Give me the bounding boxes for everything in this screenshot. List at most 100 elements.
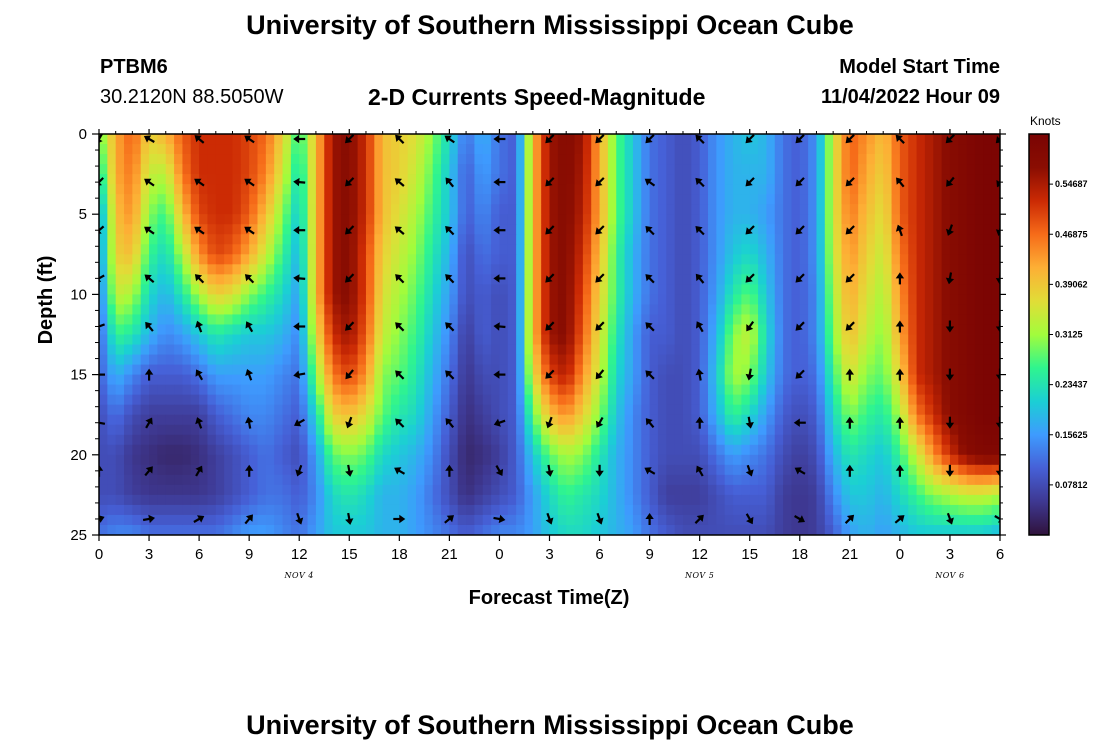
heat-cell <box>966 144 976 155</box>
heat-cell <box>474 344 484 356</box>
heat-cell <box>340 444 350 456</box>
heat-cell <box>549 344 559 356</box>
heat-cell <box>566 264 576 275</box>
current-arrow <box>445 226 455 236</box>
heat-cell <box>674 474 684 486</box>
heat-cell <box>974 244 984 255</box>
current-arrow <box>995 416 1000 429</box>
heat-cell <box>449 394 459 406</box>
heat-cell <box>457 524 467 535</box>
heat-cell <box>657 364 667 376</box>
heat-cell <box>307 394 317 406</box>
heat-cell <box>441 184 450 195</box>
heat-cell <box>282 324 292 336</box>
heat-cell <box>516 514 526 526</box>
heat-cell <box>841 154 851 165</box>
heat-cell <box>699 414 709 426</box>
heat-cell <box>824 294 834 306</box>
heat-cell <box>424 524 434 535</box>
heat-cell <box>891 294 901 306</box>
heat-cell <box>390 184 400 195</box>
heat-cell <box>449 474 459 486</box>
heat-cell <box>349 384 359 396</box>
heat-cell <box>140 194 150 205</box>
heat-cell <box>466 434 476 446</box>
heat-cell <box>340 164 350 175</box>
heat-cell <box>824 464 834 476</box>
heat-cell <box>240 224 250 235</box>
heat-cell <box>149 194 158 205</box>
heat-cell <box>749 164 759 175</box>
heat-cell <box>215 434 225 446</box>
heat-cell <box>482 514 492 526</box>
heat-cell <box>532 304 542 316</box>
heat-cell <box>457 284 467 296</box>
heat-cell <box>624 524 634 535</box>
heat-cell <box>933 244 943 255</box>
heat-cell <box>257 504 267 516</box>
heat-cell <box>908 184 918 195</box>
heat-cell <box>549 264 559 275</box>
heat-cell <box>157 314 167 326</box>
heat-cell <box>399 294 409 306</box>
heat-cell <box>182 504 192 516</box>
heat-cell <box>958 244 968 255</box>
x-tick-label: 0 <box>95 546 103 563</box>
heat-cell <box>124 404 133 416</box>
heat-cell <box>791 414 801 426</box>
heat-cell <box>924 274 934 285</box>
heat-cell <box>582 504 592 516</box>
heat-cell <box>649 414 659 426</box>
heat-cell <box>766 434 776 446</box>
heat-cell <box>107 374 117 386</box>
heat-cell <box>849 214 859 225</box>
heat-cell <box>824 304 834 316</box>
heat-cell <box>274 514 284 526</box>
heat-cell <box>691 364 701 376</box>
heat-cell <box>749 354 759 366</box>
heat-cell <box>866 424 876 436</box>
heat-cell <box>299 314 309 326</box>
heat-cell <box>716 424 726 436</box>
heat-cell <box>140 484 150 496</box>
heat-cell <box>224 194 234 205</box>
heat-cell <box>466 464 476 476</box>
heat-cell <box>491 504 501 516</box>
heat-cell <box>374 234 384 245</box>
heat-cell <box>766 384 776 396</box>
heat-cell <box>382 224 392 235</box>
heat-cell <box>432 404 442 416</box>
heat-cell <box>249 514 259 526</box>
heat-cell <box>783 134 793 145</box>
heat-cell <box>441 454 450 466</box>
heat-cell <box>249 164 259 175</box>
heat-cell <box>332 174 342 185</box>
heat-cell <box>374 444 384 456</box>
heat-cell <box>833 304 843 316</box>
heat-cell <box>766 474 776 486</box>
heat-cell <box>766 404 776 416</box>
heat-cell <box>983 224 993 235</box>
heat-cell <box>365 204 375 215</box>
heat-cell <box>566 404 576 416</box>
heat-cell <box>774 524 784 535</box>
heat-cell <box>499 464 509 476</box>
heat-cell <box>190 524 200 535</box>
heat-cell <box>833 144 843 155</box>
heat-cell <box>290 454 300 466</box>
heat-cell <box>516 254 526 265</box>
heat-cell <box>265 314 275 326</box>
heat-cell <box>124 304 133 316</box>
heat-cell <box>991 164 1000 175</box>
heat-cell <box>974 134 984 145</box>
heat-cell <box>966 464 976 476</box>
heat-cell <box>874 404 884 416</box>
heat-cell <box>516 374 526 386</box>
heat-cell <box>307 144 317 155</box>
heat-cell <box>207 244 217 255</box>
heat-cell <box>491 184 501 195</box>
heat-cell <box>332 184 342 195</box>
heat-cell <box>974 184 984 195</box>
heat-cell <box>833 254 843 265</box>
